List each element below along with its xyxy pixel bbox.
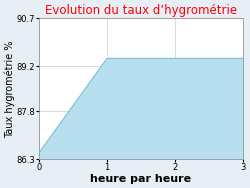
Title: Evolution du taux d’hygrométrie: Evolution du taux d’hygrométrie	[45, 4, 237, 17]
Y-axis label: Taux hygrométrie %: Taux hygrométrie %	[4, 40, 15, 138]
X-axis label: heure par heure: heure par heure	[90, 174, 192, 184]
